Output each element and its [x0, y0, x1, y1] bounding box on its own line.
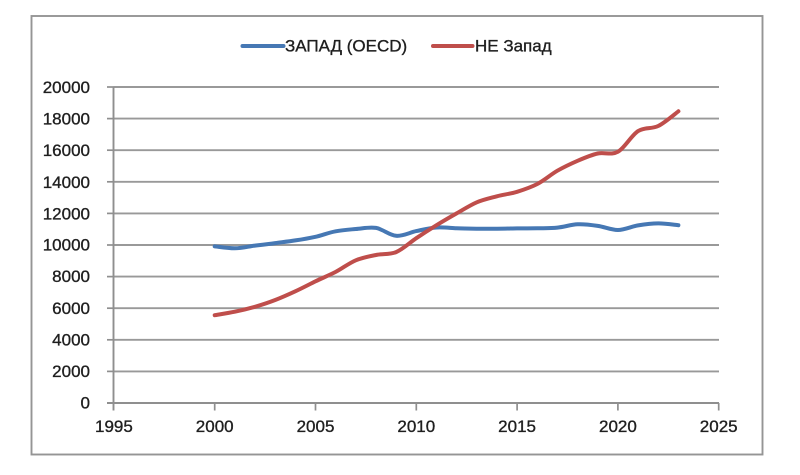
- svg-text:2005: 2005: [297, 417, 335, 436]
- svg-text:4000: 4000: [52, 330, 90, 349]
- svg-text:6000: 6000: [52, 299, 90, 318]
- svg-text:2025: 2025: [700, 417, 738, 436]
- svg-text:2010: 2010: [397, 417, 435, 436]
- svg-text:8000: 8000: [52, 267, 90, 286]
- svg-text:1995: 1995: [95, 417, 133, 436]
- svg-text:12000: 12000: [43, 204, 90, 223]
- svg-text:20000: 20000: [43, 78, 90, 97]
- svg-text:2020: 2020: [599, 417, 637, 436]
- svg-text:2000: 2000: [52, 362, 90, 381]
- svg-text:НЕ Запад: НЕ Запад: [475, 36, 552, 55]
- svg-text:2015: 2015: [498, 417, 536, 436]
- svg-text:18000: 18000: [43, 110, 90, 129]
- svg-text:16000: 16000: [43, 141, 90, 160]
- svg-text:0: 0: [81, 394, 90, 413]
- svg-text:ЗАПАД (OECD): ЗАПАД (OECD): [285, 36, 407, 55]
- svg-text:14000: 14000: [43, 173, 90, 192]
- svg-text:10000: 10000: [43, 236, 90, 255]
- svg-text:2000: 2000: [196, 417, 234, 436]
